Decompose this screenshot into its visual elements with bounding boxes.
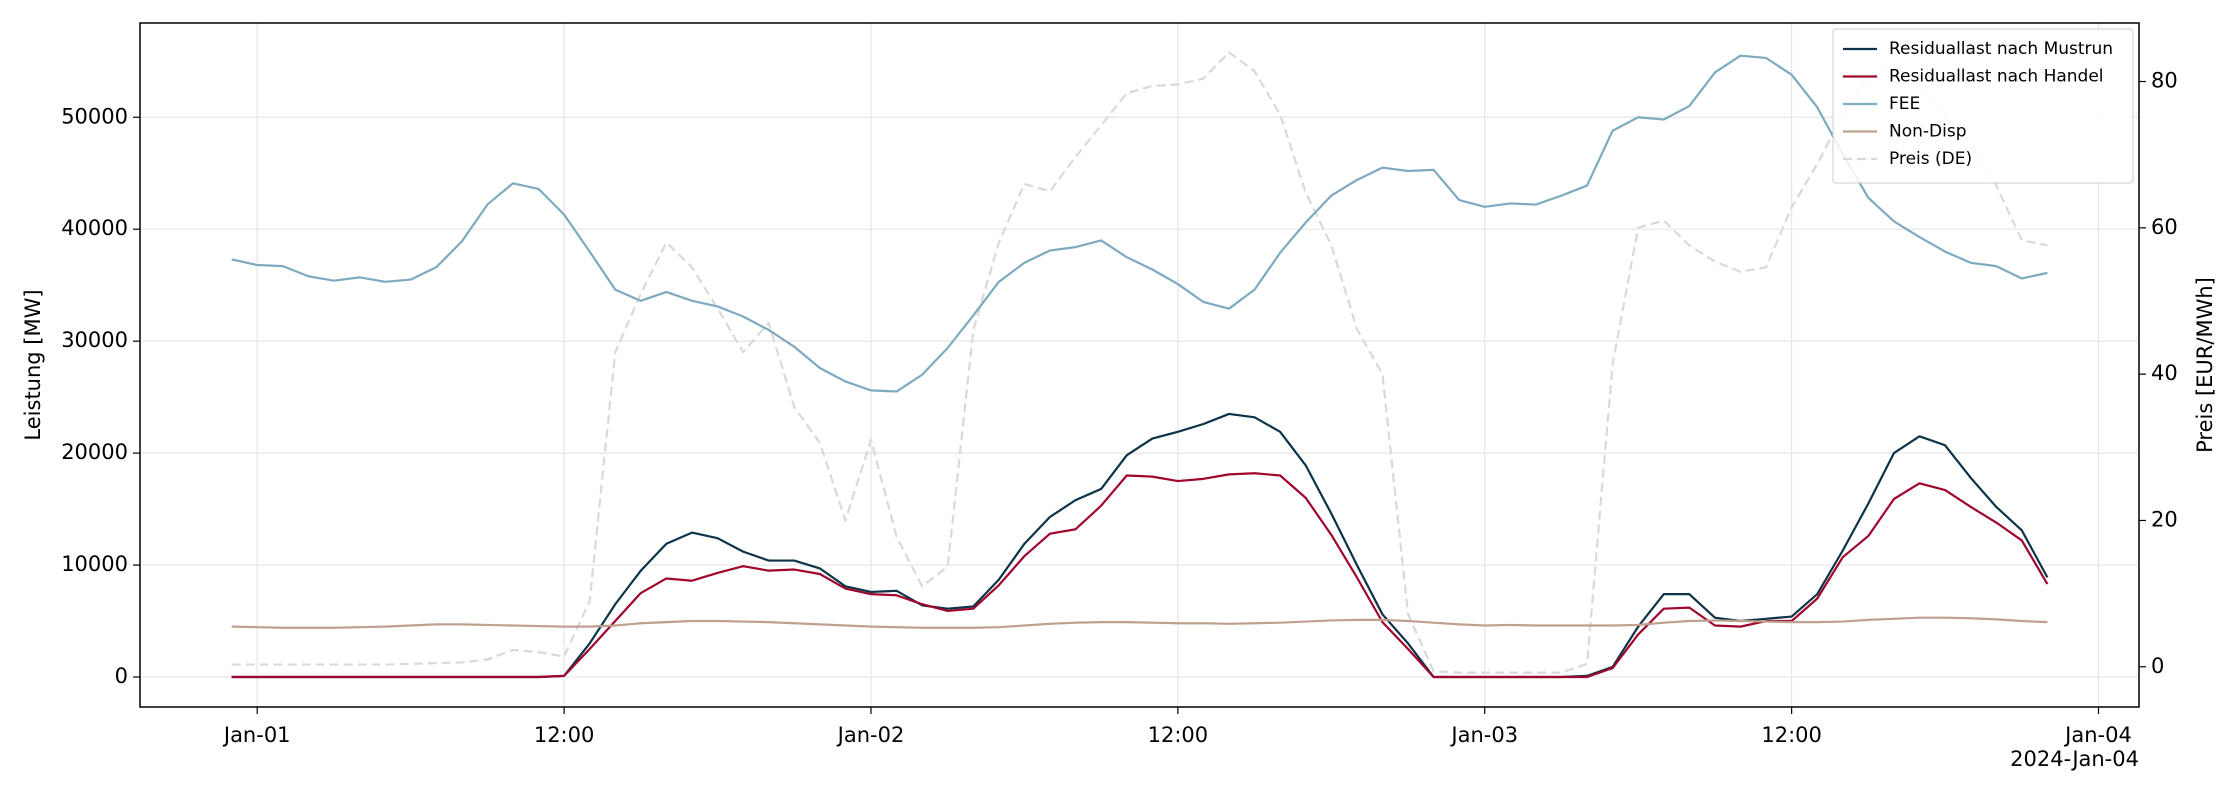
x-tick-label: Jan-02 [836,723,905,747]
y-tick-label: 50000 [61,104,128,128]
x-tick-label: Jan-04 [2063,723,2132,747]
legend-label: FEE [1889,94,1920,114]
legend-label: Residuallast nach Handel [1889,67,2104,87]
legend-label: Non-Disp [1889,122,1967,142]
legend: Residuallast nach Mustrun Residuallast na… [1832,28,2134,184]
series-line [231,54,2048,393]
legend-label: Preis (DE) [1889,149,1972,169]
x-offset-label: 2024-Jan-04 [2010,747,2139,771]
legend-label: Residuallast nach Mustrun [1889,39,2113,59]
series-line [231,472,2049,679]
y2-tick-label: 0 [2151,654,2164,678]
legend-box [1832,28,2134,184]
y2-tick-label: 60 [2151,215,2178,239]
x-tick-label: Jan-03 [1449,723,1518,747]
y2-tick-label: 20 [2151,507,2178,531]
x-tick-label: Jan-01 [222,723,291,747]
y-tick-label: 10000 [61,552,128,576]
x-tick-label: 12:00 [1148,723,1209,747]
y2-tick-label: 80 [2151,69,2178,93]
y-axis-label: Leistung [MW] [21,289,45,440]
y2-axis-label: Preis [EUR/MWh] [2193,277,2217,453]
y-tick-label: 0 [115,664,128,688]
x-tick-label: 12:00 [534,723,595,747]
x-tick-label: 12:00 [1761,723,1822,747]
plot-frame [139,22,2140,708]
y-tick-label: 30000 [61,328,128,352]
y2-tick-label: 40 [2151,361,2178,385]
y-tick-label: 20000 [61,440,128,464]
series-line [231,616,2048,629]
series-line [231,51,2048,674]
y-tick-label: 40000 [61,216,128,240]
